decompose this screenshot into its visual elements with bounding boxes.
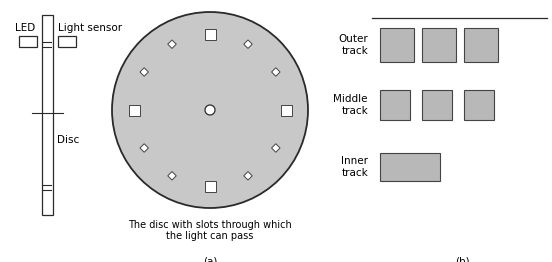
Bar bbox=[422, 28, 456, 62]
Text: Outer
track: Outer track bbox=[338, 34, 368, 56]
Bar bbox=[280, 105, 291, 116]
Bar bbox=[380, 153, 440, 181]
Bar bbox=[19, 36, 36, 47]
Polygon shape bbox=[272, 144, 280, 152]
Text: Disc: Disc bbox=[56, 135, 79, 145]
Text: Middle
track: Middle track bbox=[333, 94, 368, 116]
Bar bbox=[464, 28, 498, 62]
Bar bbox=[380, 90, 410, 120]
Bar bbox=[464, 90, 494, 120]
Bar bbox=[41, 15, 52, 215]
Text: (b): (b) bbox=[455, 257, 469, 262]
Bar bbox=[129, 105, 140, 116]
Text: Inner
track: Inner track bbox=[341, 156, 368, 178]
Bar bbox=[422, 90, 452, 120]
Ellipse shape bbox=[205, 105, 215, 115]
Polygon shape bbox=[168, 172, 176, 180]
Polygon shape bbox=[140, 68, 148, 76]
Bar bbox=[57, 36, 76, 47]
Bar bbox=[204, 181, 215, 192]
Polygon shape bbox=[168, 40, 176, 48]
Text: The disc with slots through which: The disc with slots through which bbox=[128, 220, 292, 230]
Text: the light can pass: the light can pass bbox=[166, 231, 254, 241]
Text: (a): (a) bbox=[203, 257, 217, 262]
Polygon shape bbox=[244, 172, 252, 180]
Polygon shape bbox=[272, 68, 280, 76]
Ellipse shape bbox=[112, 12, 308, 208]
Text: Light sensor: Light sensor bbox=[57, 23, 121, 33]
Polygon shape bbox=[244, 40, 252, 48]
Polygon shape bbox=[140, 144, 148, 152]
Text: LED: LED bbox=[15, 23, 36, 33]
Bar bbox=[204, 29, 215, 40]
Bar bbox=[380, 28, 414, 62]
